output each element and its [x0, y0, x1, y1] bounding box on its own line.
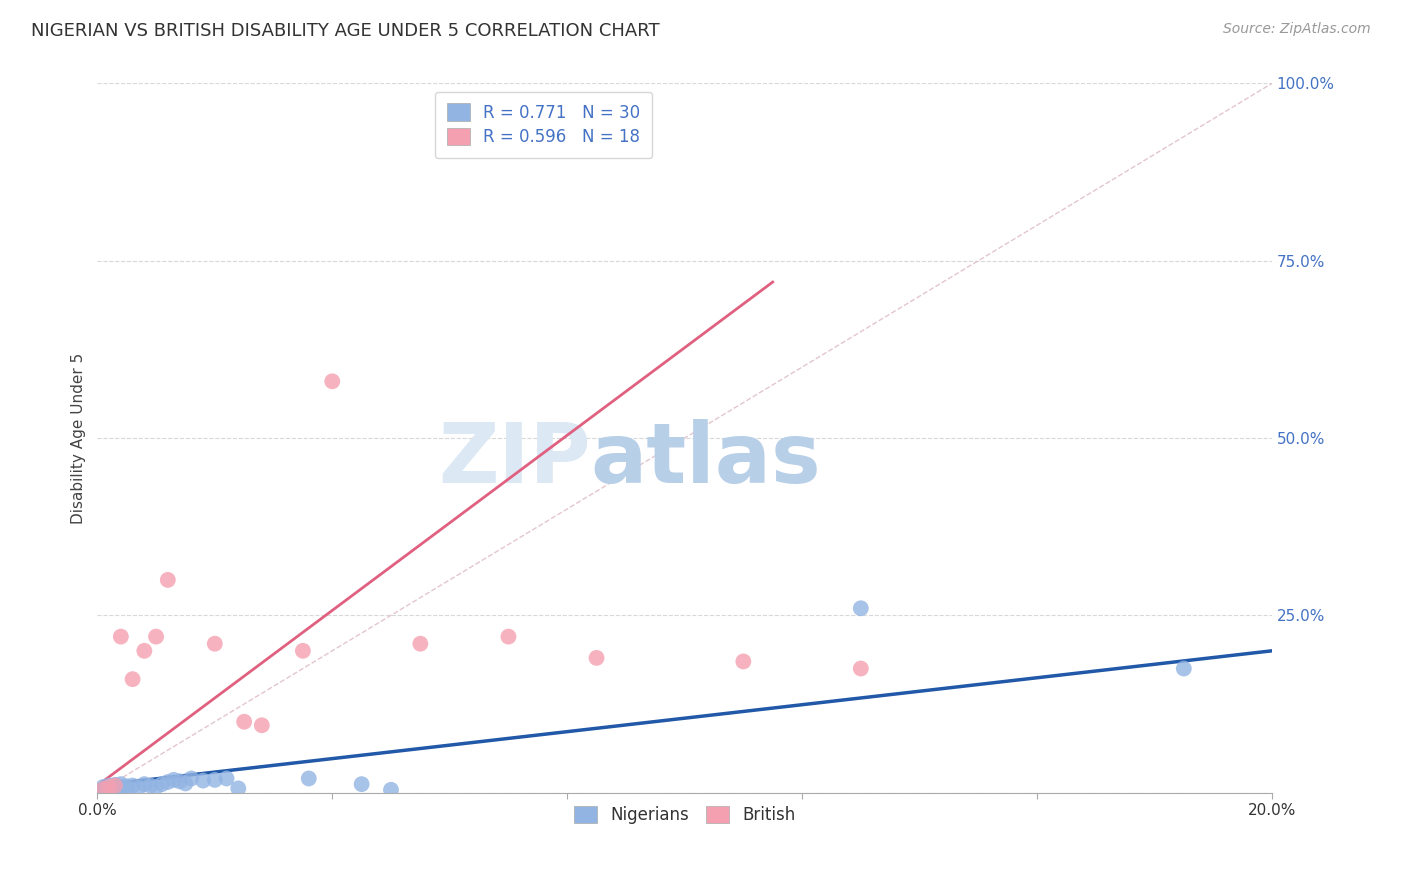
Y-axis label: Disability Age Under 5: Disability Age Under 5 [72, 352, 86, 524]
Point [733, 655, 755, 669]
Point [215, 772, 238, 786]
Point [1173, 661, 1195, 675]
Point [321, 374, 343, 388]
Point [156, 775, 179, 789]
Point [204, 637, 226, 651]
Point [191, 773, 214, 788]
Point [849, 601, 872, 615]
Point [585, 651, 607, 665]
Text: ZIP: ZIP [439, 419, 591, 500]
Legend: Nigerians, British: Nigerians, British [564, 796, 806, 834]
Point [127, 780, 149, 795]
Point [139, 779, 162, 793]
Point [145, 630, 167, 644]
Point [204, 772, 226, 787]
Point [110, 780, 132, 794]
Point [169, 774, 191, 789]
Point [233, 714, 256, 729]
Point [163, 772, 186, 787]
Point [134, 644, 156, 658]
Point [350, 777, 373, 791]
Point [98, 780, 121, 794]
Point [250, 718, 273, 732]
Point [98, 782, 121, 797]
Point [110, 777, 132, 791]
Point [121, 672, 143, 686]
Point [156, 573, 179, 587]
Point [291, 644, 314, 658]
Point [104, 779, 127, 793]
Point [104, 778, 127, 792]
Point [298, 772, 321, 786]
Point [180, 772, 202, 786]
Point [110, 630, 132, 644]
Point [91, 782, 114, 797]
Text: Source: ZipAtlas.com: Source: ZipAtlas.com [1223, 22, 1371, 37]
Point [91, 782, 114, 797]
Point [104, 781, 127, 796]
Text: NIGERIAN VS BRITISH DISABILITY AGE UNDER 5 CORRELATION CHART: NIGERIAN VS BRITISH DISABILITY AGE UNDER… [31, 22, 659, 40]
Point [849, 661, 872, 675]
Point [226, 781, 249, 796]
Point [115, 779, 138, 793]
Point [134, 777, 156, 791]
Text: atlas: atlas [591, 419, 821, 500]
Point [121, 779, 143, 793]
Point [145, 780, 167, 794]
Point [150, 777, 173, 791]
Point [380, 782, 402, 797]
Point [115, 782, 138, 797]
Point [91, 780, 114, 794]
Point [98, 779, 121, 793]
Point [498, 630, 520, 644]
Point [174, 776, 197, 790]
Point [409, 637, 432, 651]
